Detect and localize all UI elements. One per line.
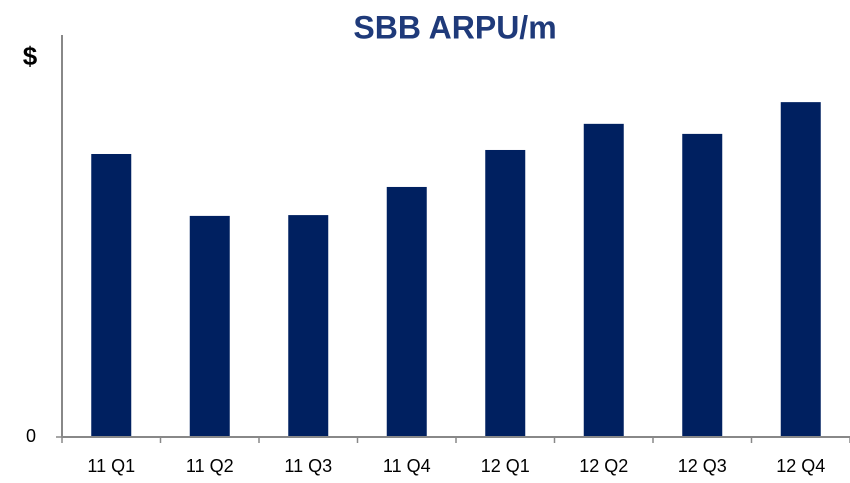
- bar: [485, 149, 526, 438]
- x-tick-label: 11 Q4: [383, 456, 431, 476]
- chart-title: SBB ARPU/m: [353, 9, 556, 45]
- bar: [189, 215, 230, 437]
- bar: [583, 123, 624, 437]
- y-axis-label: $: [23, 41, 38, 71]
- y-tick-label: 0: [26, 426, 36, 446]
- x-tick-label: 11 Q3: [284, 456, 332, 476]
- x-tick-label: 12 Q2: [579, 456, 628, 476]
- bar: [682, 133, 723, 437]
- bar: [780, 102, 821, 437]
- x-tick-label: 11 Q2: [186, 456, 234, 476]
- x-tick-label: 11 Q1: [87, 456, 135, 476]
- bar: [288, 215, 329, 437]
- bar: [91, 153, 132, 437]
- bar: [386, 186, 427, 437]
- x-tick-label: 12 Q3: [678, 456, 727, 476]
- x-tick-label: 12 Q1: [481, 456, 530, 476]
- x-tick-label: 12 Q4: [776, 456, 825, 476]
